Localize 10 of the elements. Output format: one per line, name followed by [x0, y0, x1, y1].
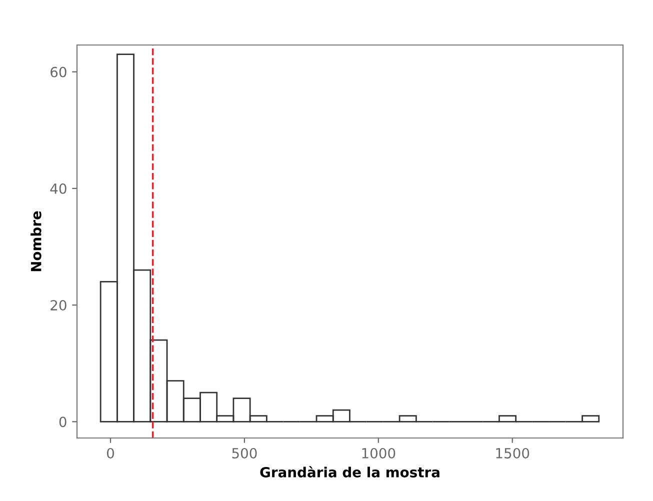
- y-tick-label: 40: [50, 183, 66, 194]
- y-axis-title: Nombre: [30, 211, 42, 272]
- y-tick-label: 60: [50, 66, 66, 78]
- y-tick-label: 0: [59, 416, 66, 428]
- x-tick-label: 1500: [496, 448, 530, 458]
- y-tick-label: 20: [50, 300, 66, 311]
- x-tick-label: 500: [232, 448, 257, 458]
- x-axis-title: Grandària de la mostra: [260, 466, 440, 478]
- x-tick-label: 0: [106, 448, 114, 458]
- x-tick-label: 1000: [362, 448, 396, 458]
